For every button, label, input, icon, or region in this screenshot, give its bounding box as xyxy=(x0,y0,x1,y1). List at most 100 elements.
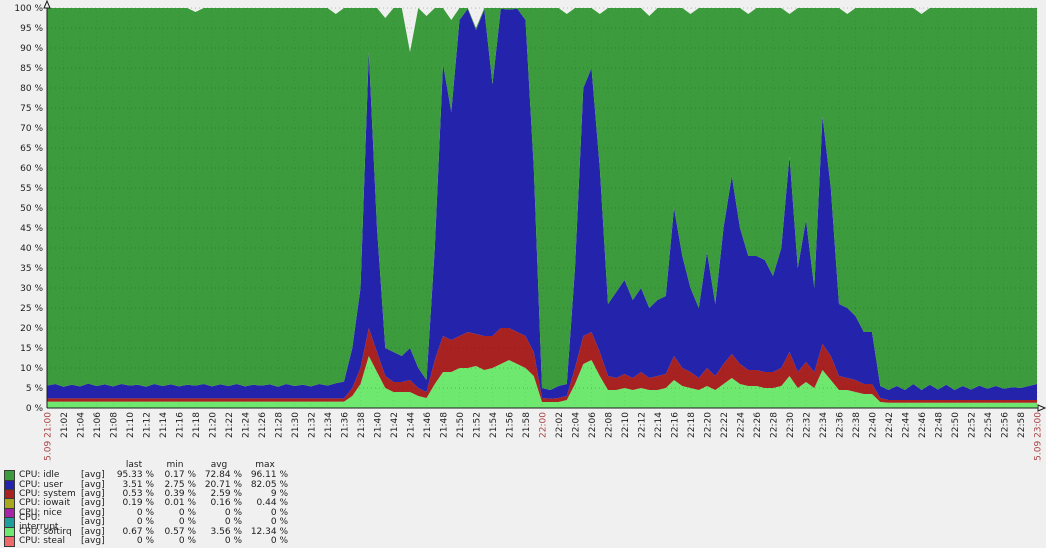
x-tick-label: 21:34 xyxy=(324,412,334,438)
legend-row: CPU: idle [avg] 95.33 % 0.17 % 72.84 % 96.11 … xyxy=(4,470,288,482)
x-tick-label: 22:02 xyxy=(555,412,565,438)
legend-max-value: 9 % xyxy=(270,488,288,499)
legend-series-name: CPU: steal xyxy=(19,535,65,546)
legend-last-value: 3.51 % xyxy=(122,479,154,490)
x-tick-label: 22:04 xyxy=(572,412,582,438)
x-tick-label: 21:06 xyxy=(93,412,103,438)
y-tick-label: 75 % xyxy=(20,104,43,114)
legend-avg-value: 20.71 % xyxy=(204,479,242,490)
legend-avg-value: 0 % xyxy=(224,517,242,528)
legend-header-min: min xyxy=(166,460,184,470)
legend-color-swatch xyxy=(4,535,15,547)
legend-last-value: 0.53 % xyxy=(122,488,154,499)
x-tick-label: 22:40 xyxy=(869,412,879,438)
x-tick-label: 22:58 xyxy=(1017,412,1027,438)
x-tick-label: 22:28 xyxy=(770,412,780,438)
legend-function: [avg] xyxy=(81,526,105,537)
legend-min-value: 0.39 % xyxy=(164,488,196,499)
x-tick-label: 22:18 xyxy=(687,412,697,438)
y-tick-label: 15 % xyxy=(20,344,43,354)
x-tick-label: 22:10 xyxy=(621,412,631,438)
legend-row: CPU: system [avg] 0.53 % 0.39 % 2.59 % 9 % xyxy=(4,488,288,500)
x-tick-label: 21:40 xyxy=(374,412,384,438)
series-area-cpu-softirq xyxy=(47,356,1037,408)
x-tick-label: 21:38 xyxy=(357,412,367,438)
y-tick-label: 0 % xyxy=(26,404,44,414)
x-tick-label: 22:14 xyxy=(654,412,664,438)
x-tick-label: 21:20 xyxy=(209,412,219,438)
legend-function: [avg] xyxy=(81,517,105,528)
x-tick-label: 22:54 xyxy=(984,412,994,438)
legend-last-value: 95.33 % xyxy=(116,470,154,481)
y-tick-label: 55 % xyxy=(20,184,43,194)
x-tick-label: 21:16 xyxy=(176,412,186,438)
legend-max-value: 0 % xyxy=(270,535,288,546)
x-tick-label: 21:28 xyxy=(275,412,285,438)
x-tick-label: 22:46 xyxy=(918,412,928,438)
x-tick-label: 21:48 xyxy=(440,412,450,438)
legend-last-value: 0 % xyxy=(136,517,154,528)
x-tick-label: 22:36 xyxy=(836,412,846,438)
legend-header-last: last xyxy=(125,460,143,470)
y-tick-label: 5 % xyxy=(26,384,44,394)
legend-min-value: 0.17 % xyxy=(164,470,196,481)
x-tick-label: 21:46 xyxy=(423,412,433,438)
x-tick-label: 21:10 xyxy=(126,412,136,438)
x-tick-label: 22:00 xyxy=(539,412,549,438)
x-tick-label: 22:50 xyxy=(951,412,961,438)
legend-function: [avg] xyxy=(81,535,105,546)
legend-min-value: 2.75 % xyxy=(164,479,196,490)
legend: last min avg max CPU: idle [avg] 95.33 % 0.17 %… xyxy=(4,461,288,547)
y-tick-label: 50 % xyxy=(20,204,43,214)
legend-row: CPU: softirq [avg] 0.67 % 0.57 % 3.56 % 12.34… xyxy=(4,526,288,538)
legend-last-value: 0.19 % xyxy=(122,498,154,509)
x-tick-label: 22:20 xyxy=(704,412,714,438)
legend-function: [avg] xyxy=(81,479,105,490)
x-tick-label: 22:32 xyxy=(803,412,813,438)
legend-last-value: 0.67 % xyxy=(122,526,154,537)
x-tick-label: 22:34 xyxy=(819,412,829,438)
x-tick-label: 21:22 xyxy=(225,412,235,438)
x-tick-label: 15.09 21:00 xyxy=(44,412,54,462)
x-tick-label: 21:08 xyxy=(110,412,120,438)
x-tick-label: 22:12 xyxy=(638,412,648,438)
legend-max-value: 12.34 % xyxy=(250,526,288,537)
legend-max-value: 0.44 % xyxy=(256,498,288,509)
series-area-cpu-user xyxy=(47,8,1037,401)
legend-min-value: 0 % xyxy=(178,517,196,528)
cpu-utilization-stacked-chart: 0 % 5 % 10 % 15 % 20 % 25 % 30 % 35 % 40 % 45 % 50… xyxy=(14,0,1046,467)
y-tick-label: 65 % xyxy=(20,144,43,154)
x-tick-label: 21:18 xyxy=(192,412,202,438)
x-tick-label: 21:36 xyxy=(341,412,351,438)
legend-series-name: CPU: system xyxy=(19,488,76,499)
x-tick-label: 22:56 xyxy=(1001,412,1011,438)
y-tick-label: 90 % xyxy=(20,44,43,54)
x-tick-label: 22:38 xyxy=(852,412,862,438)
y-tick-label: 95 % xyxy=(20,24,43,34)
legend-function: [avg] xyxy=(81,498,105,509)
legend-avg-value: 3.56 % xyxy=(210,526,242,537)
legend-series-name: CPU: softirq xyxy=(19,526,72,537)
x-tick-label: 21:30 xyxy=(291,412,301,438)
x-tick-label: 21:04 xyxy=(77,412,87,438)
x-tick-label: 21:12 xyxy=(143,412,153,438)
legend-header-row: last min avg max xyxy=(4,461,288,470)
chart-area: 0 % 5 % 10 % 15 % 20 % 25 % 30 % 35 % 40 % 45 % 50… xyxy=(14,0,1046,467)
legend-avg-value: 2.59 % xyxy=(210,488,242,499)
x-tick-label: 21:54 xyxy=(489,412,499,438)
legend-header-avg: avg xyxy=(210,460,228,470)
x-tick-label: 22:22 xyxy=(720,412,730,438)
x-tick-label: 21:02 xyxy=(60,412,70,438)
x-tick-label: 21:56 xyxy=(506,412,516,438)
y-axis-arrow-icon xyxy=(43,0,51,9)
x-tick-label: 21:44 xyxy=(407,412,417,438)
legend-avg-value: 0.16 % xyxy=(210,498,242,509)
y-tick-label: 70 % xyxy=(20,124,43,134)
legend-max-value: 82.05 % xyxy=(250,479,288,490)
series-area-cpu-idle xyxy=(47,8,1037,390)
x-axis-arrow-icon xyxy=(1037,404,1046,412)
legend-row: CPU: interrupt [avg] 0 % 0 % 0 % 0 % xyxy=(4,513,288,531)
legend-min-value: 0 % xyxy=(178,507,196,518)
y-tick-label: 100 % xyxy=(14,4,43,14)
